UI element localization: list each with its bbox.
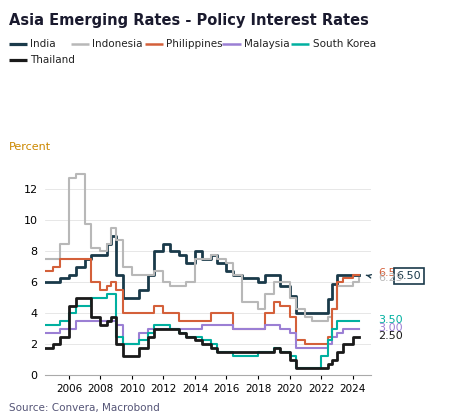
Text: India: India bbox=[30, 39, 56, 49]
Text: South Korea: South Korea bbox=[313, 39, 376, 49]
Text: 3.00: 3.00 bbox=[378, 323, 403, 333]
Text: Philippines: Philippines bbox=[166, 39, 222, 49]
Text: 2.50: 2.50 bbox=[378, 331, 403, 341]
Text: 6.25: 6.25 bbox=[378, 274, 403, 284]
Text: Malaysia: Malaysia bbox=[244, 39, 289, 49]
Text: Source: Convera, Macrobond: Source: Convera, Macrobond bbox=[9, 403, 160, 413]
Text: 6.50: 6.50 bbox=[396, 271, 421, 281]
Text: Percent: Percent bbox=[9, 142, 51, 152]
Text: Thailand: Thailand bbox=[30, 55, 75, 65]
Text: 3.50: 3.50 bbox=[378, 315, 403, 325]
Text: 6.50: 6.50 bbox=[378, 268, 403, 278]
Text: Asia Emerging Rates - Policy Interest Rates: Asia Emerging Rates - Policy Interest Ra… bbox=[9, 13, 369, 28]
Text: Indonesia: Indonesia bbox=[92, 39, 143, 49]
